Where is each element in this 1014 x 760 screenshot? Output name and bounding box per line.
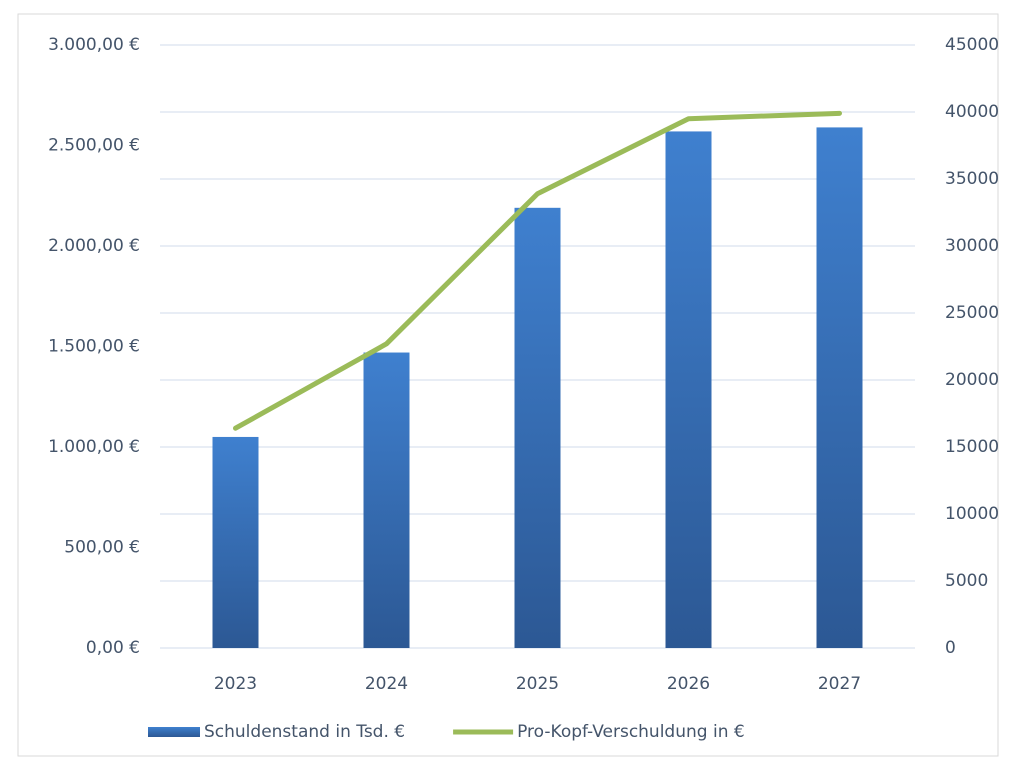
y2-tick-label: 45000	[945, 35, 999, 55]
y2-tick-label: 30000	[945, 236, 999, 256]
x-tick-label: 2026	[667, 674, 710, 694]
legend-swatch	[148, 727, 200, 737]
y2-tick-label: 10000	[945, 504, 999, 524]
y2-tick-label: 5000	[945, 571, 988, 591]
x-tick-label: 2024	[365, 674, 408, 694]
legend-label: Pro-Kopf-Verschuldung in €	[517, 722, 745, 742]
bar	[514, 207, 561, 648]
y-tick-label: 2.000,00 €	[48, 236, 140, 256]
y-tick-label: 0,00 €	[86, 638, 140, 658]
y2-tick-label: 20000	[945, 370, 999, 390]
y-tick-label: 1.500,00 €	[48, 337, 140, 357]
y2-tick-label: 40000	[945, 102, 999, 122]
y2-tick-label: 15000	[945, 437, 999, 457]
bar	[665, 131, 712, 648]
y-tick-label: 3.000,00 €	[48, 35, 140, 55]
y-tick-label: 1.000,00 €	[48, 437, 140, 457]
bar	[212, 436, 259, 648]
y2-tick-label: 0	[945, 638, 956, 658]
x-tick-label: 2027	[818, 674, 861, 694]
x-tick-label: 2025	[516, 674, 559, 694]
y-tick-label: 2.500,00 €	[48, 136, 140, 156]
bar	[363, 352, 410, 648]
y-tick-label: 500,00 €	[64, 538, 140, 558]
line	[233, 110, 842, 431]
x-tick-label: 2023	[214, 674, 257, 694]
bar	[816, 127, 863, 648]
legend-label: Schuldenstand in Tsd. €	[204, 722, 405, 742]
y2-tick-label: 35000	[945, 169, 999, 189]
y2-tick-label: 25000	[945, 303, 999, 323]
